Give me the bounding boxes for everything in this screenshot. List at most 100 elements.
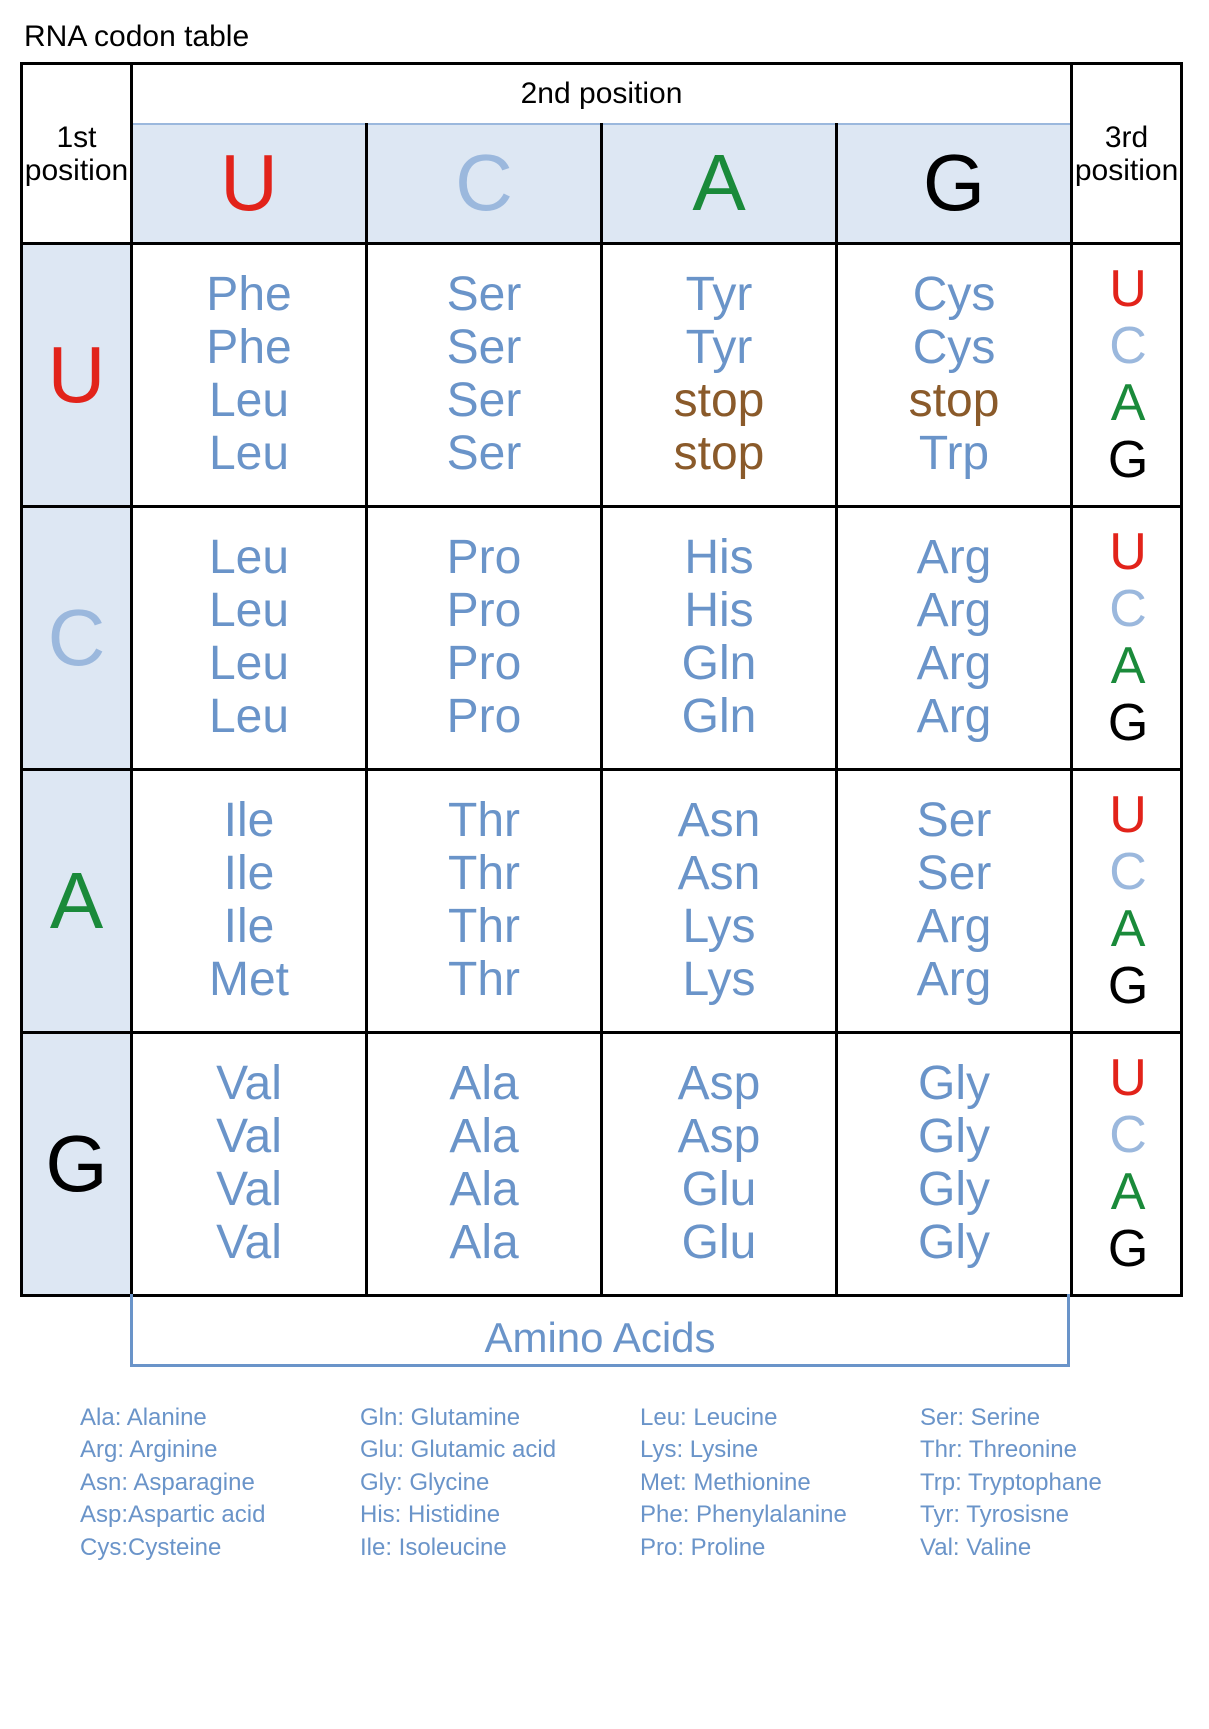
amino-acid: Tyr xyxy=(686,269,753,322)
legend-entry: Ser: Serine xyxy=(920,1402,1190,1434)
amino-acid: Val xyxy=(216,1058,282,1111)
codon-cell-AU: IleIleIleMet xyxy=(132,770,367,1033)
amino-acid: Glu xyxy=(682,1164,757,1217)
third-base-C: C xyxy=(1109,1107,1147,1164)
amino-acid: Val xyxy=(216,1111,282,1164)
amino-acid: Leu xyxy=(209,428,289,481)
amino-acid: Cys xyxy=(913,322,996,375)
amino-acid: Gly xyxy=(918,1217,990,1270)
legend-entry: Leu: Leucine xyxy=(640,1402,910,1434)
amino-acid: Asn xyxy=(678,848,761,901)
amino-acid: Val xyxy=(216,1217,282,1270)
first-position-header: 1st position xyxy=(22,64,132,244)
col-header-U: U xyxy=(132,124,367,244)
amino-acid: Gln xyxy=(682,638,757,691)
amino-acid: Met xyxy=(209,954,289,1007)
amino-acid: Leu xyxy=(209,585,289,638)
col-header-G: G xyxy=(837,124,1072,244)
amino-acid: Thr xyxy=(448,954,520,1007)
amino-acid: Pro xyxy=(447,532,522,585)
amino-acid: Gly xyxy=(918,1111,990,1164)
second-position-header: 2nd position xyxy=(132,64,1072,124)
third-base-U: U xyxy=(1109,1050,1147,1107)
legend-entry: Met: Methionine xyxy=(640,1467,910,1499)
first-position-label: 1st position xyxy=(25,121,128,187)
legend-entry: Ala: Alanine xyxy=(80,1402,350,1434)
codon-cell-UU: PhePheLeuLeu xyxy=(132,244,367,507)
amino-acid: Asn xyxy=(678,795,761,848)
codon-cell-UC: SerSerSerSer xyxy=(367,244,602,507)
legend-entry: Phe: Phenylalanine xyxy=(640,1499,910,1531)
amino-acid: Leu xyxy=(209,638,289,691)
legend-entry: Gly: Glycine xyxy=(360,1467,630,1499)
codon-cell-UA: TyrTyrstopstop xyxy=(602,244,837,507)
amino-acid: Ala xyxy=(449,1217,518,1270)
amino-acid: stop xyxy=(674,375,765,428)
amino-acid: Phe xyxy=(206,269,291,322)
third-base-A: A xyxy=(1111,375,1146,432)
amino-acid: Ala xyxy=(449,1164,518,1217)
third-position-U: UCAG xyxy=(1072,244,1182,507)
amino-acid: Asp xyxy=(678,1058,761,1111)
legend-entry: Val: Valine xyxy=(920,1532,1190,1564)
codon-cell-CC: ProProProPro xyxy=(367,507,602,770)
amino-acid: Leu xyxy=(209,532,289,585)
amino-acid: Trp xyxy=(919,428,989,481)
amino-acid: Arg xyxy=(917,638,992,691)
amino-acids-bracket: Amino Acids xyxy=(20,1294,1180,1384)
amino-acid: Ser xyxy=(447,375,522,428)
third-position-A: UCAG xyxy=(1072,770,1182,1033)
third-position-G: UCAG xyxy=(1072,1033,1182,1296)
row-header-G: G xyxy=(22,1033,132,1296)
codon-cell-GG: GlyGlyGlyGly xyxy=(837,1033,1072,1296)
codon-cell-GU: ValValValVal xyxy=(132,1033,367,1296)
amino-acid: Ala xyxy=(449,1058,518,1111)
codon-cell-AG: SerSerArgArg xyxy=(837,770,1072,1033)
codon-cell-UG: CysCysstopTrp xyxy=(837,244,1072,507)
codon-cell-GC: AlaAlaAlaAla xyxy=(367,1033,602,1296)
col-header-A: A xyxy=(602,124,837,244)
amino-acid: Ala xyxy=(449,1111,518,1164)
codon-cell-CU: LeuLeuLeuLeu xyxy=(132,507,367,770)
third-base-G: G xyxy=(1108,432,1148,489)
legend-entry: Trp: Tryptophane xyxy=(920,1467,1190,1499)
legend-entry: Glu: Glutamic acid xyxy=(360,1434,630,1466)
legend-entry: Asn: Asparagine xyxy=(80,1467,350,1499)
amino-acid: Pro xyxy=(447,585,522,638)
legend-entry: Gln: Glutamine xyxy=(360,1402,630,1434)
amino-acid: Leu xyxy=(209,691,289,744)
legend-entry: Pro: Proline xyxy=(640,1532,910,1564)
legend-entry: Thr: Threonine xyxy=(920,1434,1190,1466)
amino-acid: Glu xyxy=(682,1217,757,1270)
amino-acid: Ile xyxy=(224,795,275,848)
amino-acid: stop xyxy=(909,375,1000,428)
amino-acid: Thr xyxy=(448,848,520,901)
codon-cell-AA: AsnAsnLysLys xyxy=(602,770,837,1033)
col-header-C: C xyxy=(367,124,602,244)
third-base-C: C xyxy=(1109,581,1147,638)
amino-acid: His xyxy=(684,532,753,585)
page-title: RNA codon table xyxy=(24,20,1189,54)
legend-entry: Arg: Arginine xyxy=(80,1434,350,1466)
amino-acid: Thr xyxy=(448,901,520,954)
legend-entry: Lys: Lysine xyxy=(640,1434,910,1466)
third-base-A: A xyxy=(1111,901,1146,958)
amino-acid: stop xyxy=(674,428,765,481)
legend-entry: Tyr: Tyrosisne xyxy=(920,1499,1190,1531)
amino-acid: Gly xyxy=(918,1058,990,1111)
row-header-C: C xyxy=(22,507,132,770)
amino-acid: Ser xyxy=(447,428,522,481)
third-base-A: A xyxy=(1111,638,1146,695)
amino-acid: Tyr xyxy=(686,322,753,375)
legend-column: Ser: SerineThr: ThreonineTrp: Tryptophan… xyxy=(920,1402,1190,1564)
bracket-label: Amino Acids xyxy=(20,1314,1180,1362)
amino-acid-legend: Ala: AlanineArg: ArginineAsn: Asparagine… xyxy=(80,1402,1189,1564)
amino-acid: Arg xyxy=(917,532,992,585)
amino-acid: Ser xyxy=(447,322,522,375)
amino-acid: Gly xyxy=(918,1164,990,1217)
third-base-U: U xyxy=(1109,787,1147,844)
third-base-U: U xyxy=(1109,261,1147,318)
third-base-U: U xyxy=(1109,524,1147,581)
legend-entry: Ile: Isoleucine xyxy=(360,1532,630,1564)
amino-acid: Thr xyxy=(448,795,520,848)
